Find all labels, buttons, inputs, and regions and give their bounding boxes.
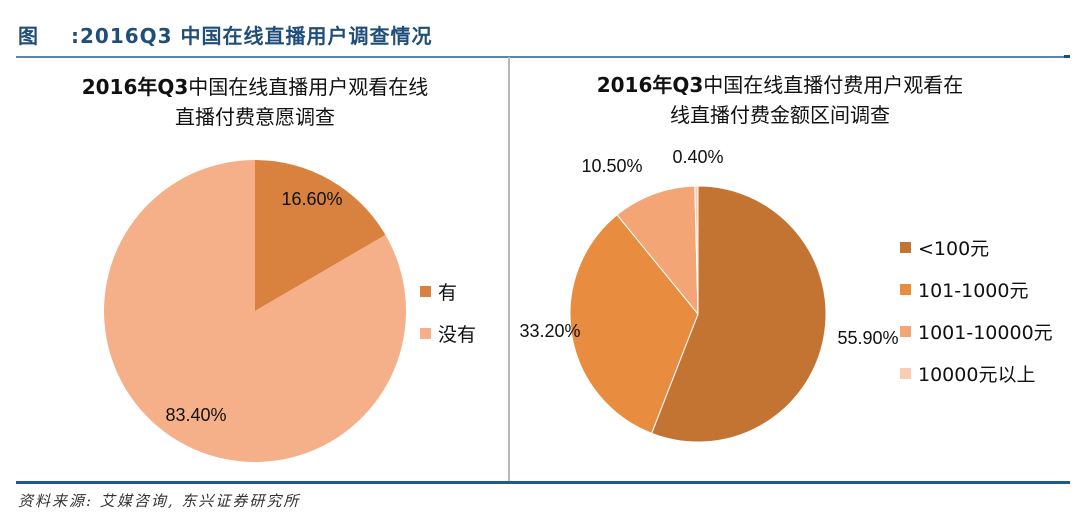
figure-title: 图 :2016Q3 中国在线直播用户调查情况 [18, 20, 433, 49]
panel-divider [508, 57, 510, 481]
right-legend-item-2: 1001-10000元 [900, 310, 1053, 352]
left-pie-slice-1 [103, 160, 406, 462]
left-pie-data-label-0: 16.60% [281, 189, 342, 209]
right-chart-title: 2016年Q3中国在线直播付费用户观看在 线直播付费金额区间调查 [540, 70, 1020, 130]
top-rule [16, 56, 1068, 58]
bottom-rule [16, 481, 1070, 484]
left-chart-title-line1: 中国在线直播用户观看在线 [188, 75, 429, 99]
right-legend-item-0: <100元 [900, 226, 1053, 268]
right-pie-slice-0 [650, 185, 827, 443]
left-chart-title-line2: 直播付费意愿调查 [175, 105, 335, 129]
figure-title-text: :2016Q3 中国在线直播用户调查情况 [71, 24, 433, 48]
right-pie-data-label-3: 0.40% [672, 147, 723, 167]
right-legend: <100元 101-1000元 1001-10000元 10000元以上 [900, 226, 1053, 394]
right-pie-slice-3 [694, 185, 699, 315]
right-legend-swatch-1 [900, 283, 911, 295]
right-pie-data-label-0: 55.90% [837, 328, 898, 348]
right-legend-item-1: 101-1000元 [900, 268, 1053, 310]
left-legend-label-0: 有 [438, 281, 458, 304]
left-legend-swatch-0 [420, 285, 431, 297]
left-legend-item-0: 有 [420, 270, 476, 312]
left-legend: 有没有 [420, 270, 476, 354]
right-legend-label-1: 101-1000元 [918, 279, 1029, 302]
source-note: 资料来源: 艾媒咨询, 东兴证券研究所 [18, 492, 301, 510]
left-legend-swatch-1 [420, 327, 431, 339]
right-legend-label-2: 1001-10000元 [918, 321, 1053, 344]
right-legend-swatch-0 [900, 241, 911, 253]
left-pie-data-label-1: 83.40% [165, 405, 226, 425]
right-chart-title-bold: 2016年Q3 [596, 73, 704, 97]
left-legend-item-1: 没有 [420, 312, 476, 354]
top-rule-end [1064, 55, 1070, 58]
left-pie-slice-0 [255, 160, 386, 311]
left-chart-title-bold: 2016年Q3 [81, 75, 189, 99]
left-legend-label-1: 没有 [438, 323, 477, 346]
right-pie-slice-1 [569, 214, 699, 434]
figure-prefix: 图 [18, 24, 39, 48]
right-chart-title-line2: 线直播付费金额区间调查 [670, 103, 890, 127]
right-pie-slice-2 [616, 185, 699, 316]
left-chart-title: 2016年Q3中国在线直播用户观看在线 直播付费意愿调查 [20, 72, 490, 132]
right-legend-swatch-3 [900, 367, 911, 379]
right-pie-data-label-1: 33.20% [519, 321, 580, 341]
right-pie-data-label-2: 10.50% [581, 156, 642, 176]
right-chart-title-line1: 中国在线直播付费用户观看在 [703, 73, 964, 97]
right-legend-swatch-2 [900, 325, 911, 337]
right-legend-label-3: 10000元以上 [918, 363, 1036, 386]
right-legend-item-3: 10000元以上 [900, 352, 1053, 394]
right-legend-label-0: <100元 [918, 237, 990, 260]
